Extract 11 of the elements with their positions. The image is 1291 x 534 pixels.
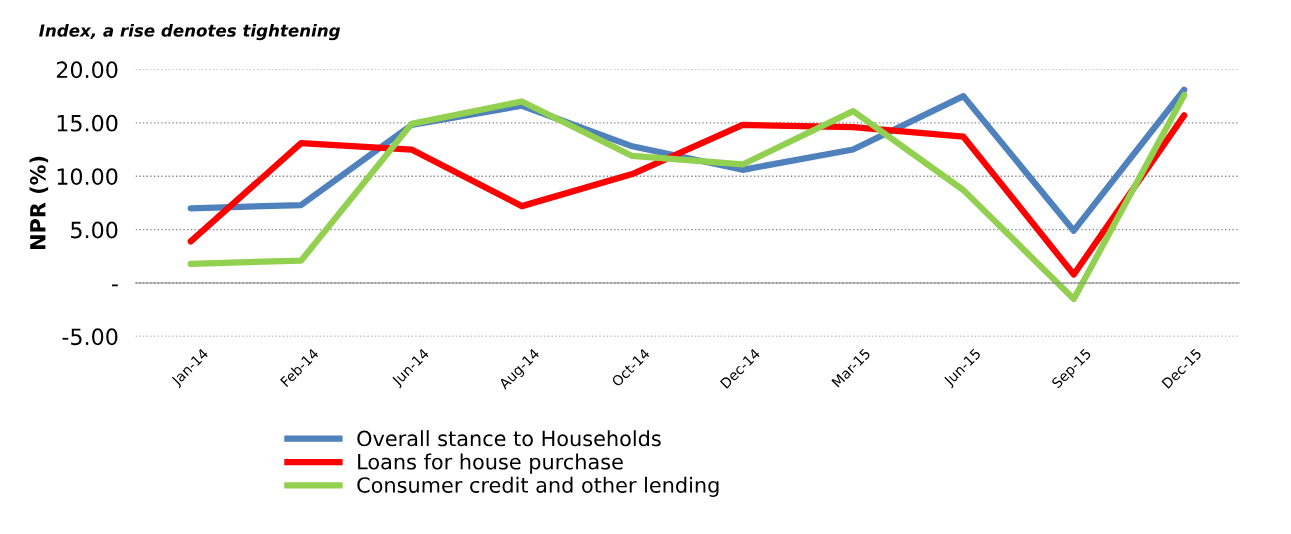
y-tick-label: 20.00 bbox=[56, 61, 118, 79]
y-tick-label: -5.00 bbox=[62, 328, 118, 346]
y-tick-label: 10.00 bbox=[57, 168, 118, 185]
y-tick-label: - bbox=[111, 284, 118, 287]
legend-label: Consumer credit and other lending bbox=[357, 476, 719, 497]
legend-label: Overall stance to Households bbox=[357, 430, 661, 447]
y-tick-label: 5.00 bbox=[71, 221, 118, 239]
y-axis-title: NPR (%) bbox=[29, 156, 49, 249]
chart-title: Index, a rise denotes tightening bbox=[39, 23, 341, 41]
legend-label: Loans for house purchase bbox=[358, 453, 623, 474]
y-tick-label: 15.00 bbox=[57, 114, 118, 132]
